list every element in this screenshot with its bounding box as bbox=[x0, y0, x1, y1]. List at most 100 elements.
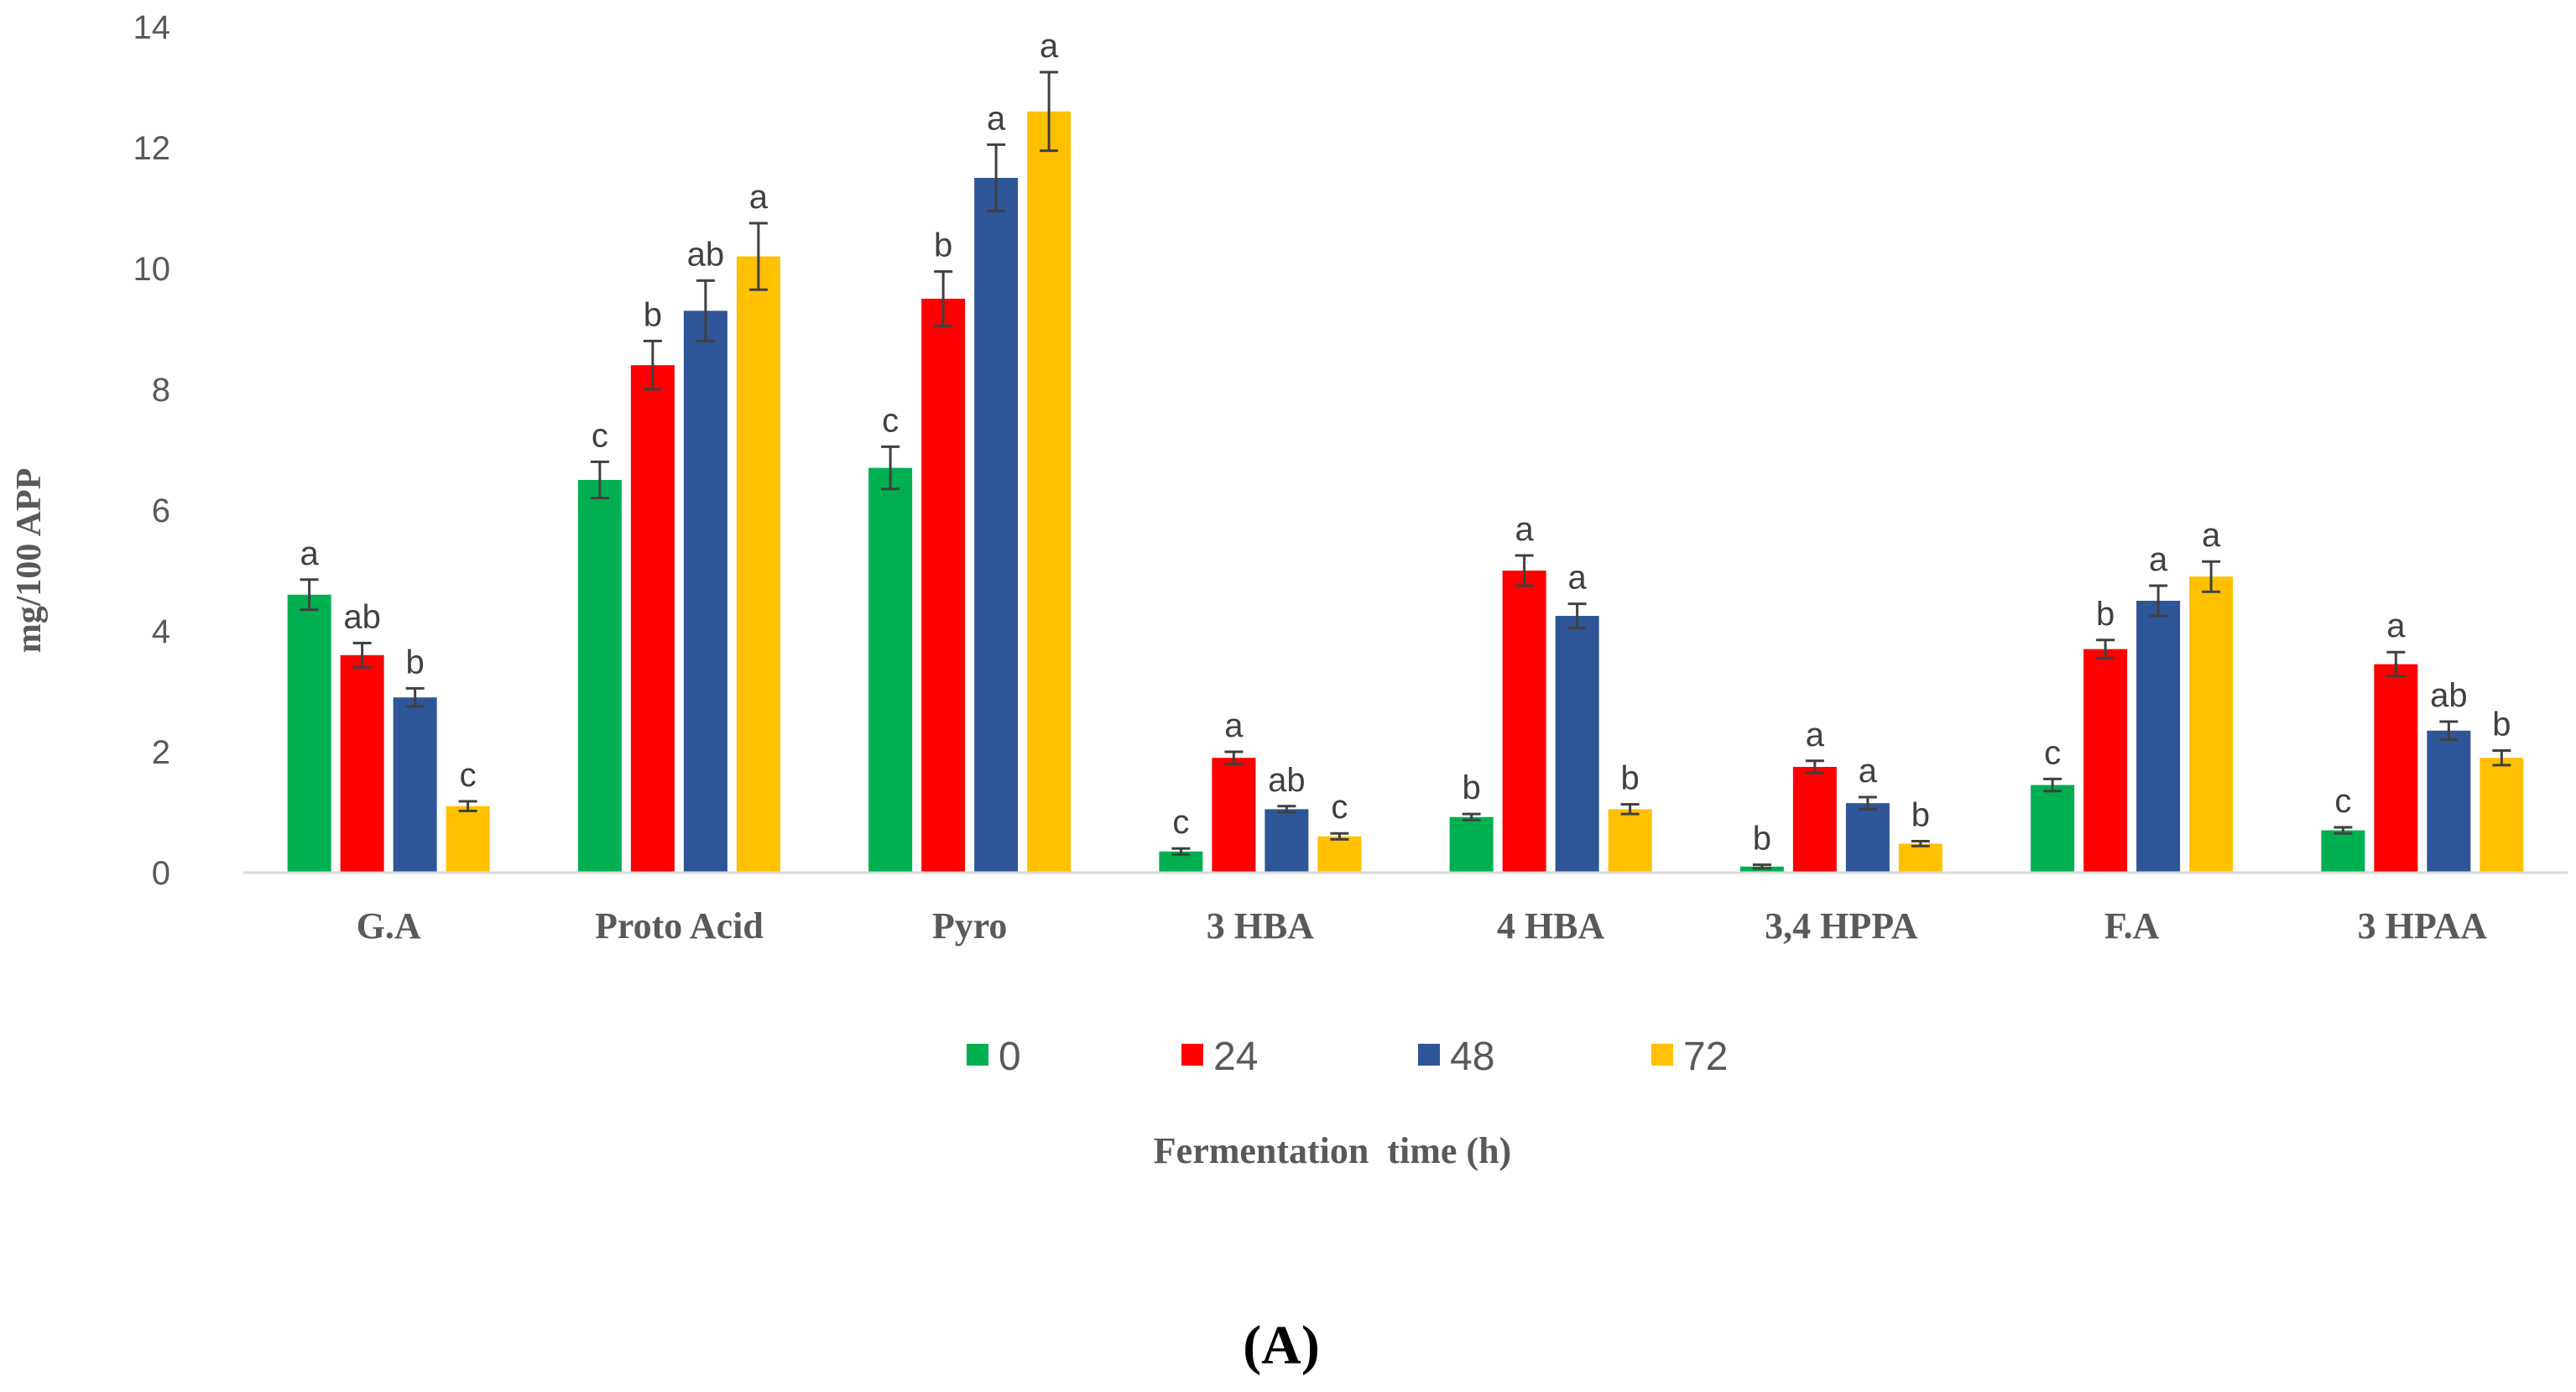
error-bar bbox=[1911, 840, 1930, 847]
bar-Proto Acid-24 bbox=[630, 365, 675, 873]
significance-label: b bbox=[1911, 797, 1930, 834]
y-tick-label: 10 bbox=[133, 251, 171, 288]
x-tick-label: G.A bbox=[357, 905, 421, 946]
error-bar bbox=[2096, 639, 2115, 660]
bar-G.A-24 bbox=[340, 654, 384, 873]
significance-label: b bbox=[1621, 760, 1640, 797]
bar-F.A-0 bbox=[2031, 785, 2075, 873]
significance-label: b bbox=[406, 644, 425, 680]
error-bar bbox=[934, 270, 953, 327]
significance-label: c bbox=[460, 757, 477, 794]
y-axis-label: mg/100 APP bbox=[10, 468, 49, 653]
x-tick-label: 3 HPAA bbox=[2358, 905, 2488, 946]
error-bar bbox=[590, 460, 609, 500]
error-bar bbox=[1567, 602, 1587, 629]
legend-swatch bbox=[1418, 1044, 1440, 1066]
y-tick-label: 14 bbox=[133, 9, 171, 46]
error-bar bbox=[696, 279, 715, 342]
error-bar bbox=[1805, 759, 1824, 774]
legend-item-24: 24 bbox=[1181, 1035, 1258, 1079]
legend-swatch bbox=[967, 1044, 988, 1066]
significance-label: b bbox=[934, 227, 952, 264]
significance-label: a bbox=[1040, 28, 1059, 65]
legend-label: 0 bbox=[999, 1035, 1021, 1079]
legend-label: 48 bbox=[1450, 1035, 1494, 1079]
bar-4 HBA-48 bbox=[1555, 616, 1599, 873]
legend: 0 24 48 72 bbox=[967, 1035, 1728, 1079]
legend-label: 24 bbox=[1213, 1035, 1258, 1079]
y-tick-label: 6 bbox=[152, 493, 170, 529]
significance-label: c bbox=[592, 417, 608, 454]
significance-label: a bbox=[1806, 717, 1825, 753]
bar-G.A-72 bbox=[446, 805, 490, 873]
error-bar bbox=[2439, 720, 2459, 742]
error-bar bbox=[643, 339, 662, 391]
error-bar bbox=[352, 641, 372, 669]
y-tick-label: 12 bbox=[133, 130, 171, 167]
error-bar bbox=[1224, 750, 1244, 765]
x-tick-label: 3,4 HPPA bbox=[1765, 905, 1918, 946]
significance-label: ab bbox=[2430, 677, 2468, 714]
significance-label: c bbox=[1172, 804, 1189, 841]
significance-label: c bbox=[882, 402, 899, 439]
bar-3 HBA-48 bbox=[1265, 809, 1309, 873]
significance-label: b bbox=[1753, 821, 1771, 858]
error-bar bbox=[987, 143, 1006, 213]
significance-label: ab bbox=[1268, 762, 1306, 799]
significance-label: c bbox=[2334, 783, 2351, 820]
error-bar bbox=[1620, 803, 1640, 816]
significance-label: c bbox=[2044, 734, 2061, 771]
significance-label: c bbox=[1331, 789, 1348, 826]
bar-Pyro-24 bbox=[921, 299, 966, 873]
significance-label: a bbox=[1859, 753, 1878, 790]
error-bar bbox=[1277, 805, 1296, 814]
y-tick-label: 4 bbox=[152, 613, 170, 650]
bar-3,4 HPPA-24 bbox=[1792, 767, 1837, 873]
bar-4 HBA-72 bbox=[1608, 809, 1652, 873]
bar-Proto Acid-48 bbox=[683, 310, 727, 873]
bar-Proto Acid-0 bbox=[577, 480, 622, 873]
significance-label: b bbox=[644, 296, 662, 333]
x-axis-label: Fermentation time (h) bbox=[1154, 1130, 1511, 1171]
significance-label: a bbox=[1224, 707, 1244, 744]
legend-label: 72 bbox=[1683, 1035, 1728, 1079]
significance-label: a bbox=[2386, 607, 2406, 644]
y-tick-label: 0 bbox=[152, 855, 170, 892]
error-bar bbox=[1515, 554, 1534, 587]
bar-F.A-48 bbox=[2136, 601, 2181, 873]
significance-label: ab bbox=[343, 598, 381, 635]
error-bar bbox=[300, 578, 319, 612]
error-bar bbox=[458, 800, 477, 813]
bar-Pyro-72 bbox=[1027, 111, 1072, 873]
significance-label: a bbox=[2149, 541, 2168, 578]
error-bar bbox=[1462, 812, 1481, 821]
error-bar bbox=[881, 445, 900, 491]
bar-3 HPAA-0 bbox=[2321, 830, 2365, 873]
significance-label: a bbox=[987, 100, 1006, 137]
error-bar bbox=[2043, 777, 2062, 793]
error-bar bbox=[1330, 832, 1349, 841]
bar-3 HBA-24 bbox=[1212, 758, 1256, 873]
x-tick-label: Pyro bbox=[932, 905, 1008, 946]
x-tick-label: 3 HBA bbox=[1207, 905, 1315, 946]
x-axis-ticks: G.A Proto Acid Pyro 3 HBA 4 HBA 3,4 HPPA F.A 3 … bbox=[357, 905, 2488, 946]
bar-G.A-48 bbox=[393, 697, 437, 873]
significance-label: a bbox=[749, 179, 769, 216]
bar-F.A-72 bbox=[2189, 576, 2234, 873]
error-bar bbox=[2202, 560, 2221, 593]
significance-label: b bbox=[2492, 706, 2511, 743]
error-bar bbox=[748, 222, 768, 291]
significance-label: b bbox=[1463, 769, 1481, 806]
error-bar bbox=[2149, 584, 2168, 618]
y-tick-label: 2 bbox=[152, 734, 170, 771]
y-tick-label: 8 bbox=[152, 372, 170, 409]
bar-3,4 HPPA-48 bbox=[1845, 803, 1890, 873]
error-bar bbox=[405, 686, 425, 708]
bar-G.A-0 bbox=[287, 594, 331, 873]
error-bar bbox=[1171, 847, 1191, 856]
significance-label: a bbox=[2202, 517, 2221, 554]
legend-item-48: 48 bbox=[1418, 1035, 1494, 1079]
significance-label: a bbox=[1515, 511, 1535, 548]
x-tick-label: Proto Acid bbox=[595, 905, 764, 946]
